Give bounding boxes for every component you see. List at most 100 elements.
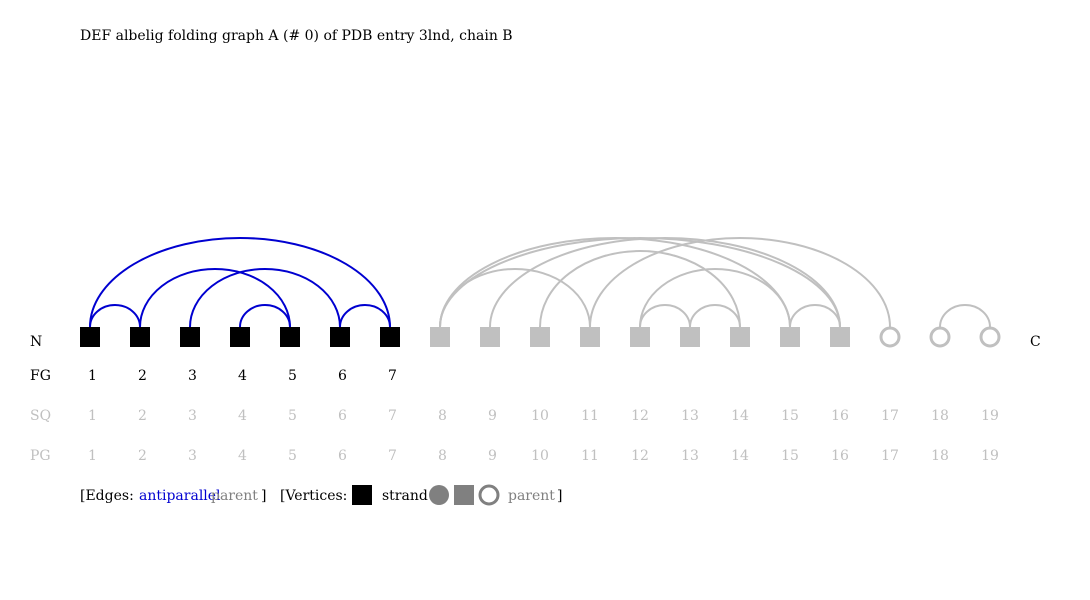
sq-number-13: 13 [681, 408, 699, 424]
fg-number-3: 3 [188, 368, 197, 384]
pg-number-18: 18 [931, 448, 949, 464]
pg-number-16: 16 [831, 448, 849, 464]
pg-number-14: 14 [731, 448, 749, 464]
sq-number-9: 9 [488, 408, 497, 424]
edge-parent-18-19 [939, 304, 991, 328]
sq-row-label: SQ [30, 408, 51, 424]
pg-number-1: 1 [88, 448, 97, 464]
fg-number-7: 7 [388, 368, 397, 384]
pg-number-19: 19 [981, 448, 999, 464]
vertex-layer [80, 326, 1001, 348]
fg-row-label: FG [30, 368, 51, 384]
edge-antiparallel-1-7 [89, 237, 391, 328]
sq-number-17: 17 [881, 408, 899, 424]
fg-number-row: 1 2 3 4 5 6 7 [88, 368, 397, 384]
vertex-10 [530, 327, 550, 347]
edge-antiparallel-3-6 [189, 268, 341, 328]
c-terminus-label: C [1030, 334, 1041, 350]
legend-parent-square [454, 485, 474, 505]
pg-number-12: 12 [631, 448, 649, 464]
pg-number-5: 5 [288, 448, 297, 464]
vertex-2 [130, 327, 150, 347]
edge-antiparallel-2-5 [139, 268, 291, 328]
edge-parent-10-14 [539, 250, 741, 328]
pg-number-9: 9 [488, 448, 497, 464]
sq-number-8: 8 [438, 408, 447, 424]
sq-number-12: 12 [631, 408, 649, 424]
fg-number-1: 1 [88, 368, 97, 384]
sq-number-15: 15 [781, 408, 799, 424]
sq-number-4: 4 [238, 408, 247, 424]
sq-number-14: 14 [731, 408, 749, 424]
vertex-13 [680, 327, 700, 347]
edge-antiparallel-6-7 [339, 304, 391, 328]
legend-edges-open: [Edges: [80, 488, 134, 504]
pg-number-6: 6 [338, 448, 347, 464]
sq-number-16: 16 [831, 408, 849, 424]
pg-number-8: 8 [438, 448, 447, 464]
edge-parent-8-11 [439, 268, 591, 328]
vertex-12 [630, 327, 650, 347]
legend-edges-close: ] [261, 488, 266, 504]
legend-vertex-parent: parent [508, 488, 555, 504]
legend-vertex-strand: strand [382, 488, 428, 504]
vertex-19 [979, 326, 1001, 348]
vertex-9 [480, 327, 500, 347]
legend-vertices-close: ] [557, 488, 562, 504]
vertex-18 [929, 326, 951, 348]
pg-number-13: 13 [681, 448, 699, 464]
sq-number-1: 1 [88, 408, 97, 424]
legend: [Edges: antiparallel parent ] [Vertices:… [80, 484, 562, 506]
fg-number-6: 6 [338, 368, 347, 384]
vertex-16 [830, 327, 850, 347]
edge-parent-15-16 [789, 304, 841, 328]
pg-number-11: 11 [581, 448, 599, 464]
vertex-6 [330, 327, 350, 347]
edge-antiparallel-1-2 [89, 304, 141, 328]
edge-parent-9-16 [489, 237, 841, 328]
pg-number-17: 17 [881, 448, 899, 464]
pg-number-2: 2 [138, 448, 147, 464]
pg-number-10: 10 [531, 448, 549, 464]
vertex-8 [430, 327, 450, 347]
sq-number-3: 3 [188, 408, 197, 424]
pg-number-4: 4 [238, 448, 247, 464]
fg-number-5: 5 [288, 368, 297, 384]
sq-number-6: 6 [338, 408, 347, 424]
edge-antiparallel-4-5 [239, 304, 291, 328]
pg-number-row: 1 2 3 4 5 6 7 8 9 10 11 12 13 14 15 16 17 18 19 [88, 448, 999, 464]
pg-row-label: PG [30, 448, 51, 464]
legend-edge-parent: parent [211, 488, 258, 504]
n-terminus-label: N [30, 334, 42, 350]
vertex-15 [780, 327, 800, 347]
vertex-1 [80, 327, 100, 347]
sq-number-7: 7 [388, 408, 397, 424]
sq-number-2: 2 [138, 408, 147, 424]
edge-parent-12-13 [639, 304, 691, 328]
vertex-14 [730, 327, 750, 347]
pg-number-7: 7 [388, 448, 397, 464]
sq-number-row: 1 2 3 4 5 6 7 8 9 10 11 12 13 14 15 16 17 18 19 [88, 408, 999, 424]
graph-title: DEF albelig folding graph A (# 0) of PDB… [80, 28, 513, 44]
sq-number-5: 5 [288, 408, 297, 424]
sq-number-11: 11 [581, 408, 599, 424]
fg-number-2: 2 [138, 368, 147, 384]
edge-layer [89, 237, 991, 328]
pg-number-15: 15 [781, 448, 799, 464]
legend-parent-ring [478, 484, 500, 506]
vertex-17 [879, 326, 901, 348]
legend-vertices-open: [Vertices: [280, 488, 347, 504]
edge-parent-12-15 [639, 268, 791, 328]
vertex-11 [580, 327, 600, 347]
vertex-4 [230, 327, 250, 347]
pg-number-3: 3 [188, 448, 197, 464]
vertex-5 [280, 327, 300, 347]
edge-parent-11-17 [589, 237, 891, 328]
sq-number-18: 18 [931, 408, 949, 424]
sq-number-19: 19 [981, 408, 999, 424]
vertex-7 [380, 327, 400, 347]
vertex-3 [180, 327, 200, 347]
fg-number-4: 4 [238, 368, 247, 384]
edge-parent-13-14 [689, 304, 741, 328]
